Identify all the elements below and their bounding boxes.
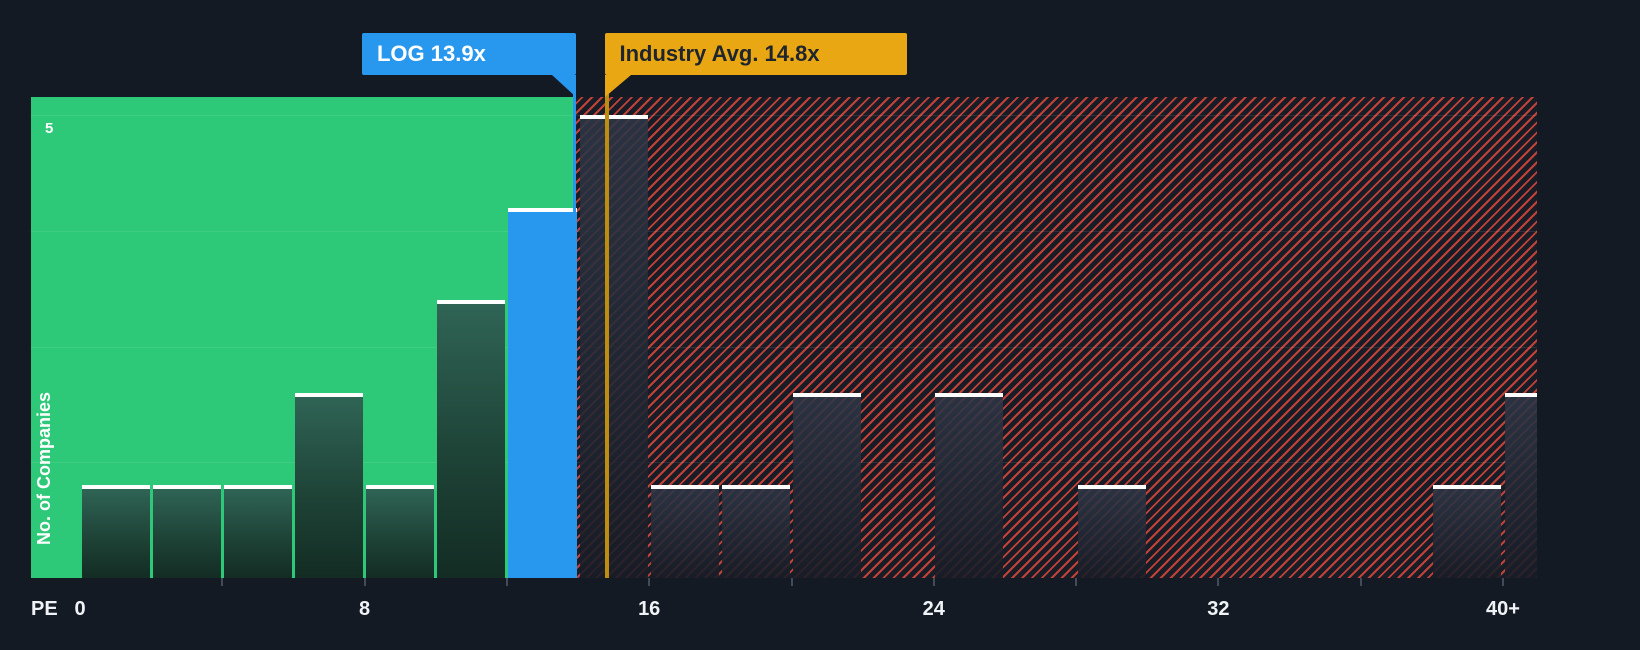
company-pe-marker-line xyxy=(572,75,576,578)
x-axis-tick xyxy=(648,578,651,586)
x-axis-label: 40+ xyxy=(1486,598,1520,620)
callout-pointer-down-icon xyxy=(551,75,576,97)
x-axis-label: 16 xyxy=(638,598,661,620)
company-histogram-bar[interactable] xyxy=(508,207,577,578)
histogram-bar[interactable] xyxy=(935,392,1004,578)
x-axis-label: 0 xyxy=(74,598,86,620)
histogram-bar[interactable] xyxy=(223,485,292,578)
histogram-bar[interactable] xyxy=(437,300,506,578)
callout-pointer-down-icon xyxy=(604,75,631,97)
x-axis-tick xyxy=(790,578,793,586)
y-axis-tick-label: 5 xyxy=(45,120,54,137)
histogram-bar[interactable] xyxy=(650,485,719,578)
histogram-bar[interactable] xyxy=(294,392,364,578)
x-axis-tick xyxy=(1075,578,1078,586)
x-axis-label: 8 xyxy=(359,598,371,620)
gridline xyxy=(31,346,1537,348)
x-axis-tick xyxy=(932,578,935,586)
histogram-bar[interactable] xyxy=(1077,485,1146,578)
overvalued-zone xyxy=(574,97,1537,578)
gridline xyxy=(31,462,1537,464)
company-pe-label: LOG 13.9x xyxy=(376,41,486,66)
histogram-bar[interactable] xyxy=(1504,392,1537,578)
x-axis-tick xyxy=(1359,578,1362,586)
histogram-bar[interactable] xyxy=(81,485,150,578)
x-axis-tick xyxy=(363,578,366,586)
x-axis-tick xyxy=(1217,578,1220,586)
y-axis-title: No. of Companies xyxy=(34,392,54,546)
company-pe-callout: LOG 13.9x xyxy=(361,33,576,97)
red-hatch-pattern xyxy=(574,97,1537,578)
industry-avg-label: Industry Avg. 14.8x xyxy=(619,41,820,66)
x-axis-tick xyxy=(221,578,224,586)
histogram-bar[interactable] xyxy=(721,485,790,578)
histogram-bar[interactable] xyxy=(793,392,862,578)
histogram-bar[interactable] xyxy=(1433,485,1502,578)
gridline xyxy=(31,115,1537,116)
histogram-bar[interactable] xyxy=(366,485,435,578)
x-axis-label: 24 xyxy=(922,598,945,620)
histogram-bar[interactable] xyxy=(579,115,648,578)
x-axis-tick xyxy=(505,578,508,586)
industry-avg-callout: Industry Avg. 14.8x xyxy=(604,33,907,97)
x-axis-title: PE xyxy=(31,598,58,620)
industry-avg-marker-line xyxy=(604,75,609,578)
gridline xyxy=(31,230,1537,232)
histogram-bar[interactable] xyxy=(152,485,221,578)
x-axis-tick xyxy=(1502,578,1504,586)
x-axis-label: 32 xyxy=(1207,598,1230,620)
